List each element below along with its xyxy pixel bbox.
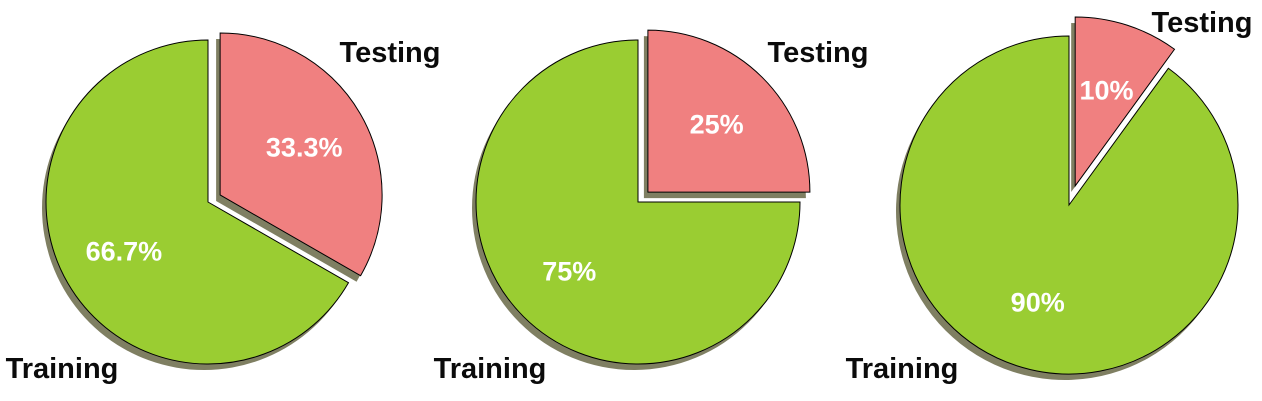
category-label-training: Training	[6, 353, 119, 385]
data-label-testing: 10%	[1079, 76, 1133, 106]
category-label-training: Training	[846, 353, 959, 385]
data-label-training: 90%	[1011, 287, 1065, 317]
category-label-testing: Testing	[340, 37, 441, 69]
slice-training	[475, 39, 801, 365]
pie-chart-1: 33.3% 66.7% Testing Training	[6, 32, 441, 385]
pie-chart-3: 10% 90% Testing Training	[846, 7, 1253, 385]
data-label-testing: 33.3%	[266, 132, 343, 162]
data-label-training: 66.7%	[86, 237, 163, 267]
category-label-training: Training	[434, 353, 547, 385]
slice-training	[45, 39, 350, 365]
pie-chart-2: 25% 75% Testing Training	[434, 29, 869, 385]
slice-testing	[1074, 16, 1176, 188]
slice-training	[899, 35, 1239, 375]
category-label-testing: Testing	[768, 37, 869, 69]
data-label-testing: 25%	[690, 109, 744, 139]
data-label-training: 75%	[542, 257, 596, 287]
slice-testing	[647, 29, 811, 193]
category-label-testing: Testing	[1152, 7, 1253, 39]
slice-testing	[219, 32, 383, 277]
